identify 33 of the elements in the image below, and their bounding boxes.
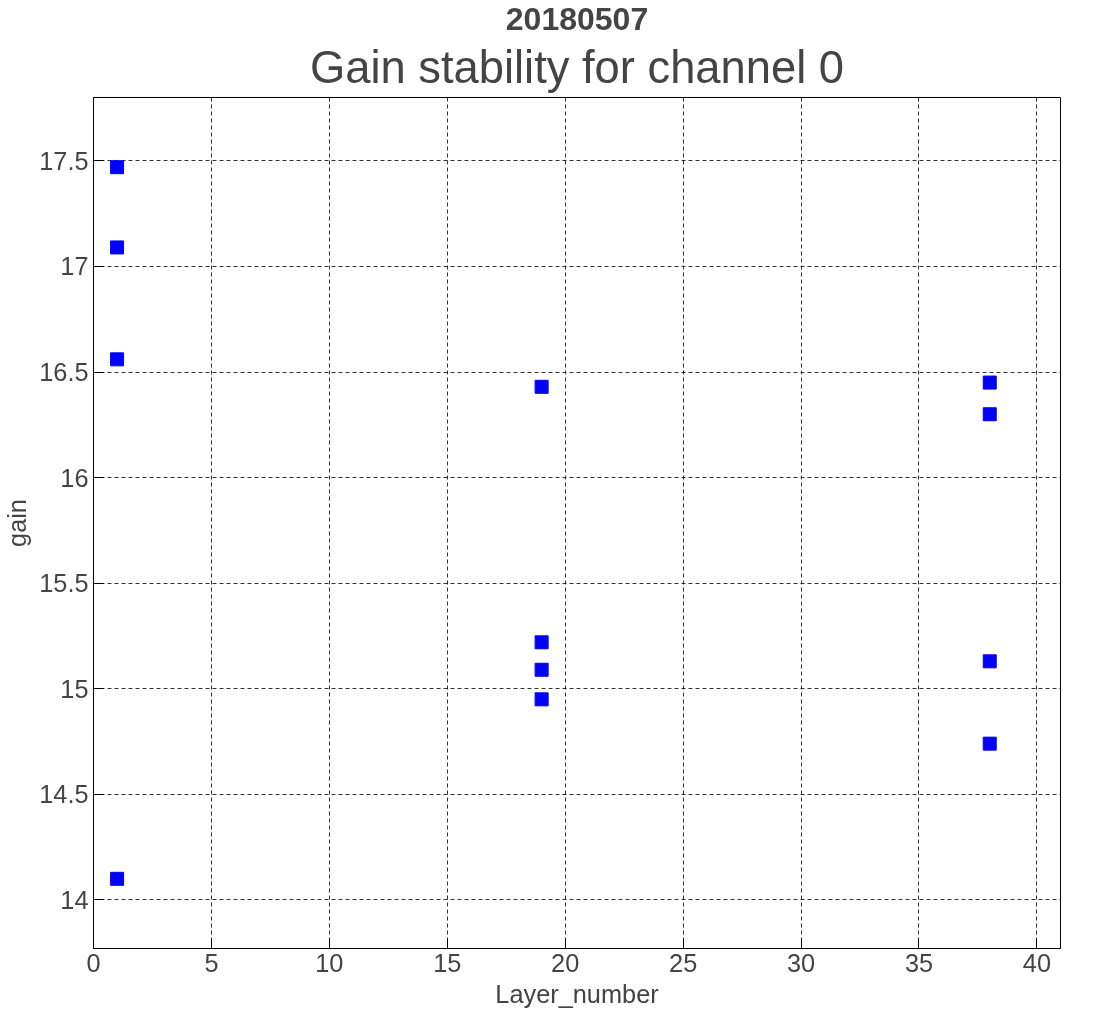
x-tick-label: 35: [904, 948, 934, 977]
x-tick-label: 30: [786, 948, 816, 977]
point: [110, 240, 125, 255]
y-tick-label: 14.5: [39, 780, 89, 809]
y-tick-label: 16: [60, 463, 89, 492]
x-tick-label: 15: [433, 948, 462, 977]
point: [982, 736, 997, 751]
point: [982, 654, 997, 669]
point: [982, 375, 997, 390]
x-tick-label: 10: [315, 948, 344, 977]
point: [110, 352, 125, 367]
x-tick-label: 0: [86, 948, 101, 977]
point: [534, 635, 549, 650]
y-tick-label: 16.5: [39, 358, 89, 387]
x-axis-title: Layer_number: [495, 979, 660, 1008]
y-tick-label: 14: [60, 885, 89, 914]
y-tick-label: 15: [60, 674, 89, 703]
point: [110, 160, 125, 175]
y-tick-label: 15.5: [39, 569, 89, 598]
point: [534, 379, 549, 394]
x-tick-label: 40: [1022, 948, 1052, 977]
chart-title: 20180507: [505, 0, 649, 37]
x-tick-label: 20: [551, 948, 580, 977]
x-tick-label: 25: [669, 948, 698, 977]
x-tick-label: 5: [204, 948, 219, 977]
point: [110, 871, 125, 886]
chart-subtitle: Gain stability for channel 0: [309, 41, 845, 93]
y-tick-label: 17: [60, 252, 89, 281]
point: [534, 692, 549, 707]
y-axis-title: gain: [3, 499, 32, 547]
point: [534, 662, 549, 677]
point: [982, 407, 997, 422]
y-tick-label: 17.5: [39, 146, 89, 175]
